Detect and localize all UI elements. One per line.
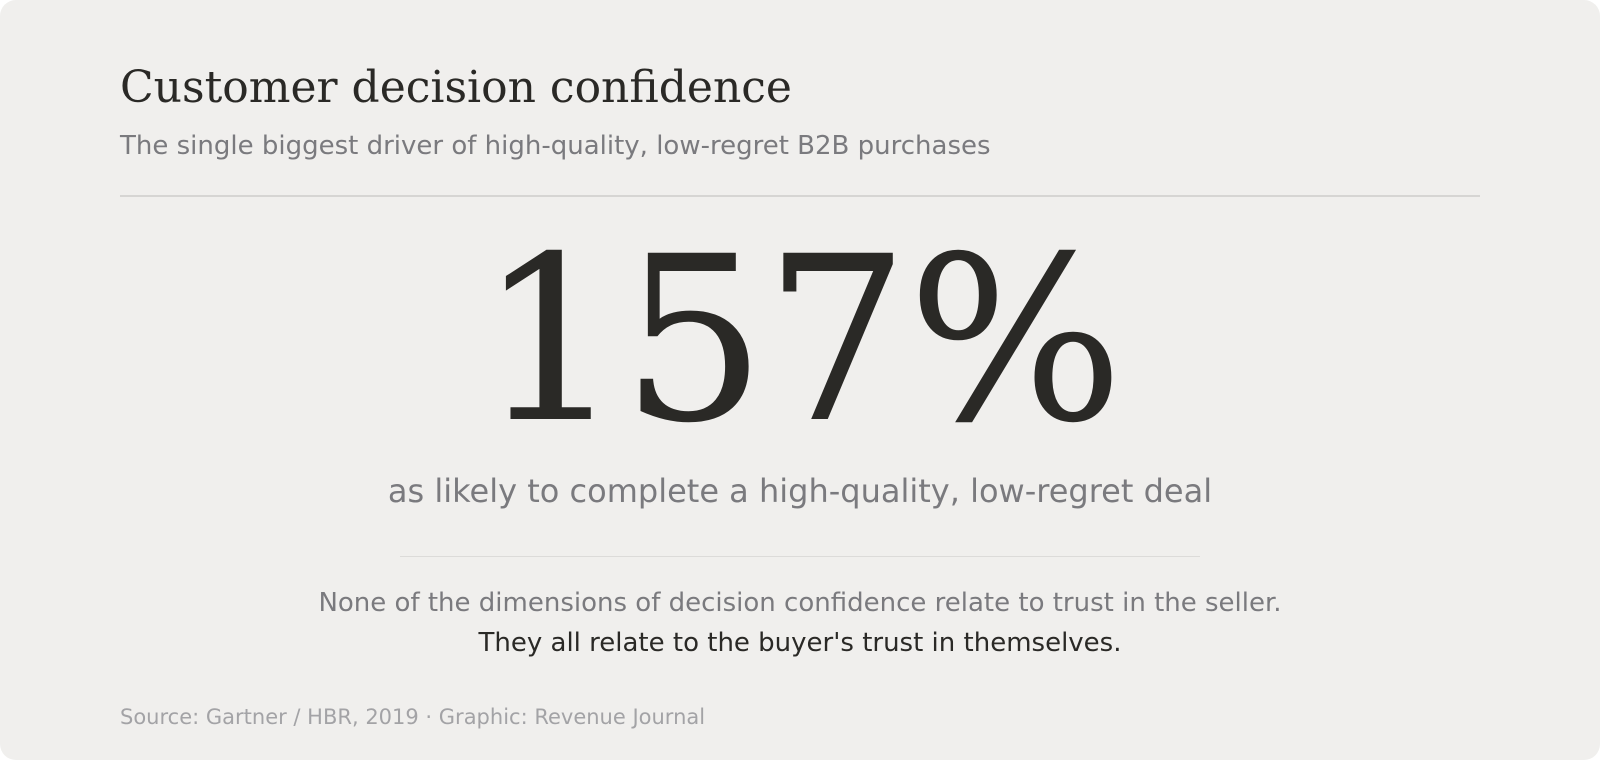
note-divider	[400, 556, 1200, 557]
card-subtitle: The single biggest driver of high-qualit…	[120, 131, 991, 161]
headline-stat-value: 157%	[478, 207, 1124, 473]
source-credit: Source: Gartner / HBR, 2019 · Graphic: R…	[120, 705, 706, 729]
note-line-emphasis: They all relate to the buyer's trust in …	[478, 628, 1122, 658]
header-divider	[120, 195, 1480, 197]
headline-stat-caption: as likely to complete a high-quality, lo…	[387, 472, 1213, 510]
note-line-secondary: None of the dimensions of decision confi…	[318, 588, 1282, 618]
card-title: Customer decision confidence	[120, 62, 792, 113]
